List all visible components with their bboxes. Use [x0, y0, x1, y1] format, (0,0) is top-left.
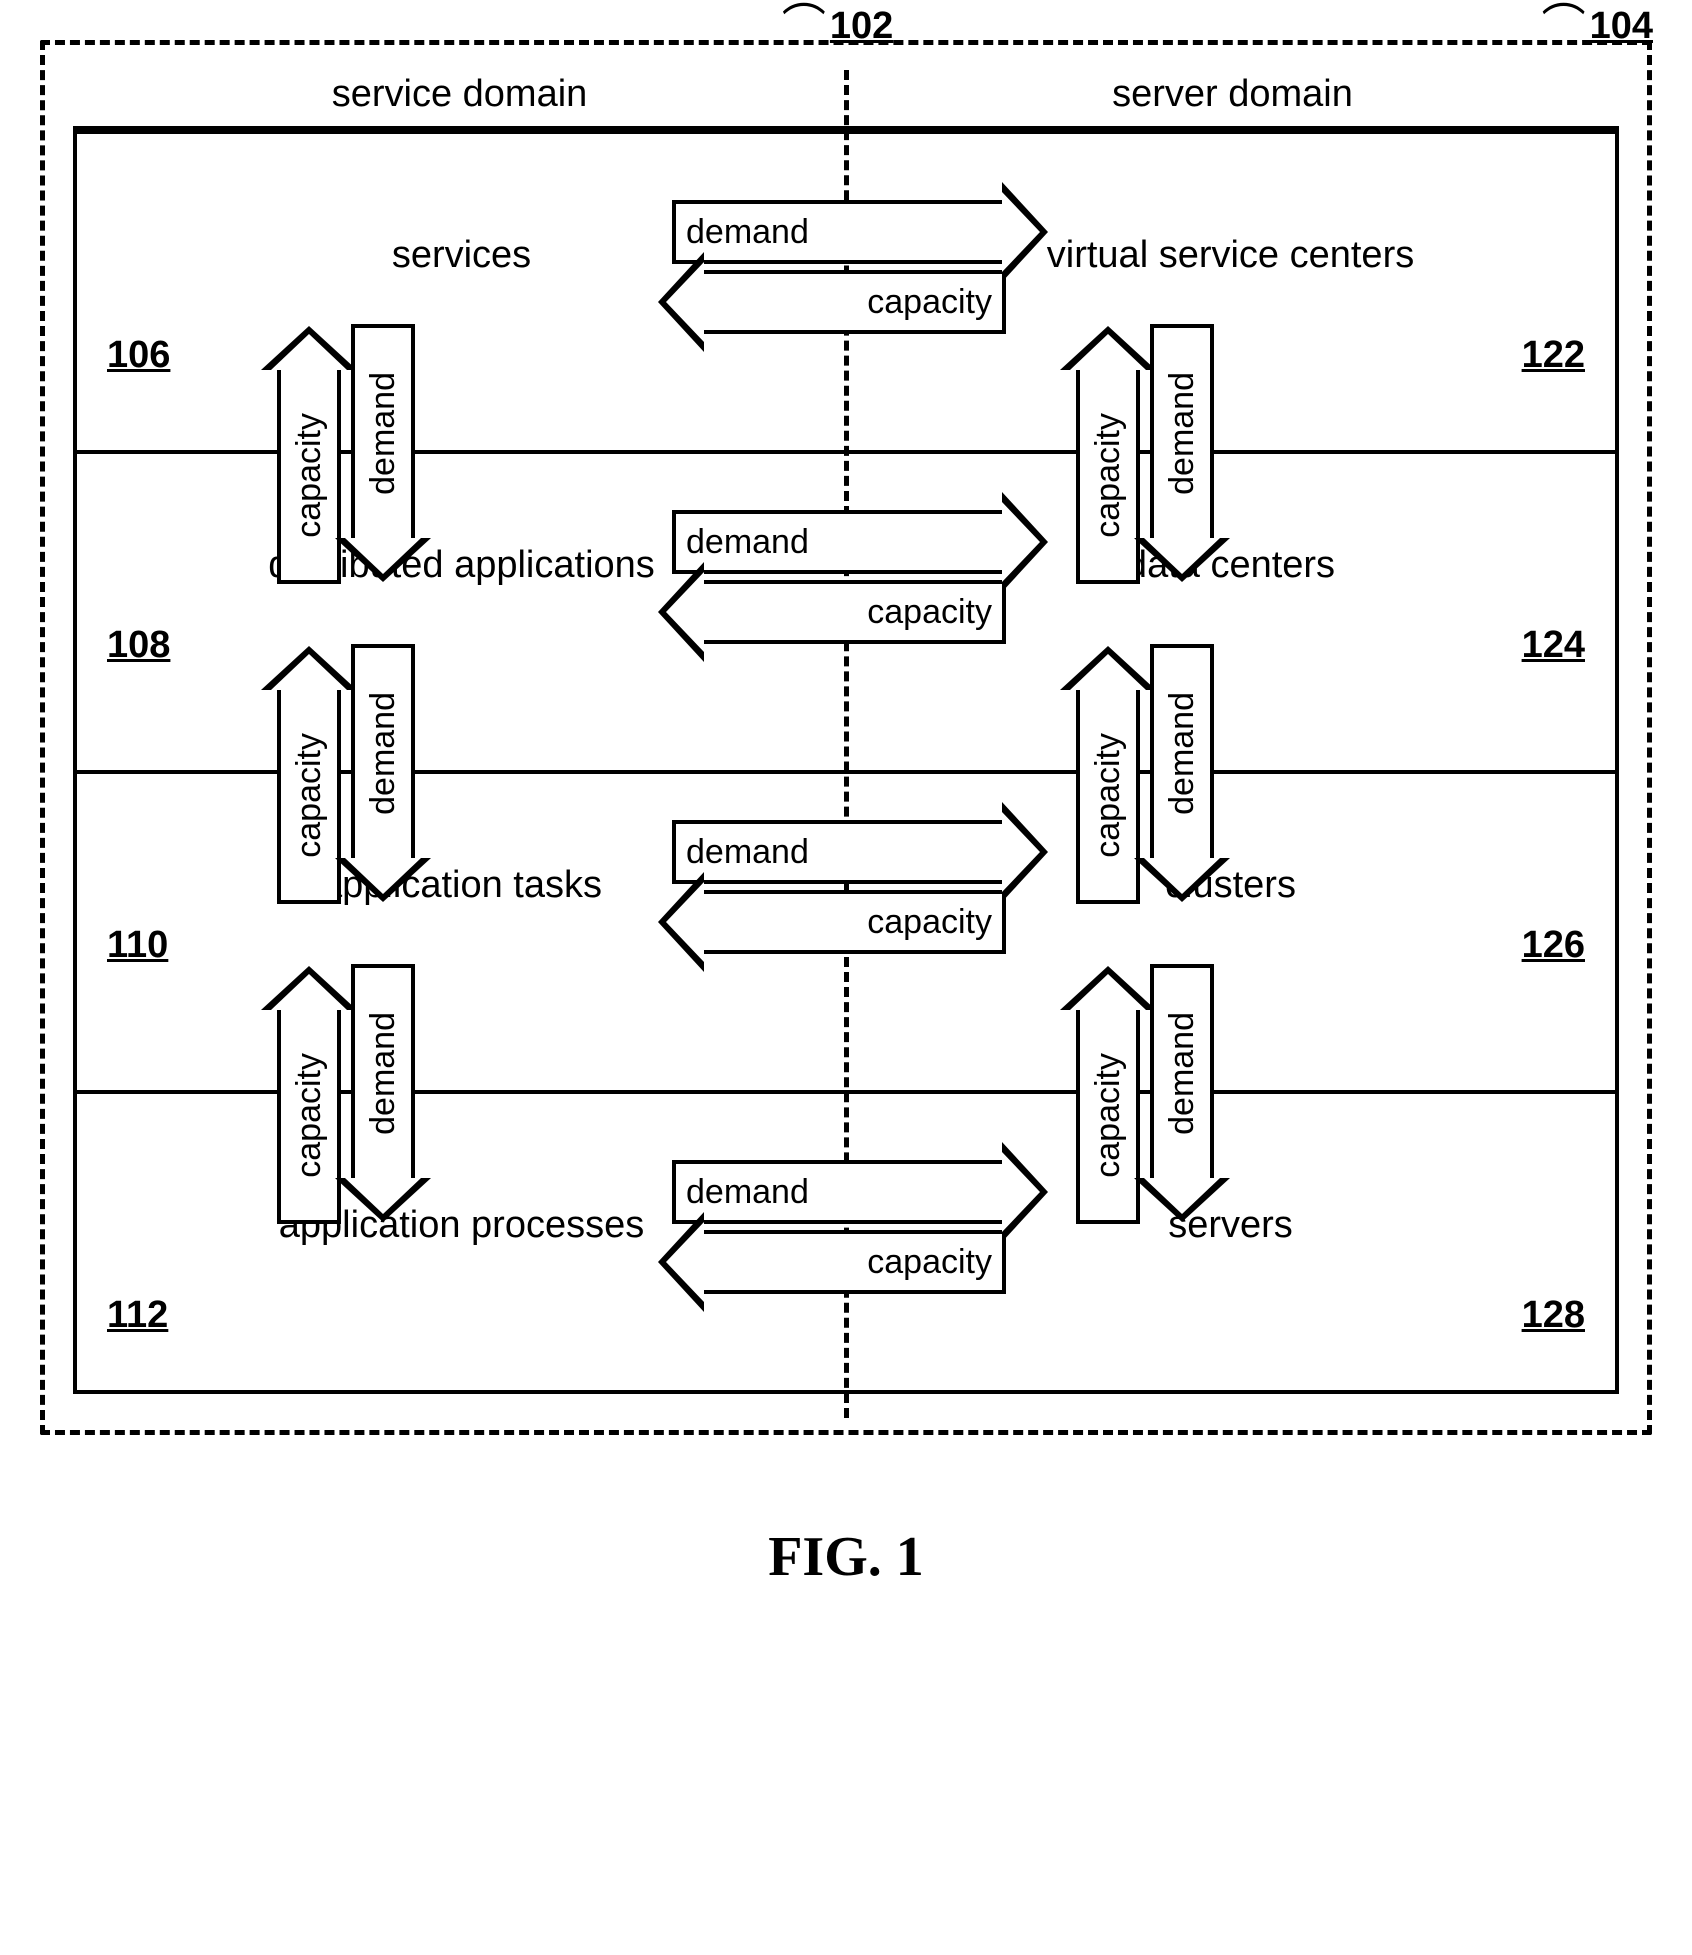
demand-down-l1: demand	[351, 324, 415, 542]
harrows-1: demand capacity	[686, 194, 1006, 340]
demand-down-r1: demand	[1150, 324, 1214, 542]
capacity-up-l1: capacity	[277, 366, 341, 584]
label-services: services	[392, 234, 531, 277]
layer-grid: services 106 virtual service centers 122…	[73, 126, 1619, 1394]
demand-arrow-2: demand	[672, 510, 1006, 574]
vpair-right-2: capacity demand	[1076, 644, 1276, 904]
ref-124: 124	[1522, 624, 1585, 667]
capacity-arrow-3: capacity	[700, 890, 1006, 954]
capacity-arrow-4: capacity	[700, 1230, 1006, 1294]
capacity-arrow-2: capacity	[700, 580, 1006, 644]
vpair-left-1: capacity demand	[277, 324, 477, 584]
figure-caption: FIG. 1	[40, 1525, 1652, 1589]
capacity-up-r2: capacity	[1076, 686, 1140, 904]
label-vsc: virtual service centers	[1047, 234, 1414, 277]
ref-128: 128	[1522, 1294, 1585, 1337]
demand-down-r2: demand	[1150, 644, 1214, 862]
harrows-2: demand capacity	[686, 504, 1006, 650]
service-domain-title: service domain	[73, 73, 846, 116]
demand-arrow-1: demand	[672, 200, 1006, 264]
vpair-left-2: capacity demand	[277, 644, 477, 904]
capacity-up-r3: capacity	[1076, 1006, 1140, 1224]
ref-104: ⌒104	[1542, 0, 1653, 53]
vpair-left-3: capacity demand	[277, 964, 477, 1224]
demand-down-l2: demand	[351, 644, 415, 862]
harrows-3: demand capacity	[686, 814, 1006, 960]
vpair-right-1: capacity demand	[1076, 324, 1276, 584]
figure-1: ⌒102 ⌒104 service domain server domain s…	[40, 40, 1652, 1589]
vpair-right-3: capacity demand	[1076, 964, 1276, 1224]
demand-down-r3: demand	[1150, 964, 1214, 1182]
ref-108: 108	[107, 624, 170, 667]
ref-126: 126	[1522, 924, 1585, 967]
harrows-4: demand capacity	[686, 1154, 1006, 1300]
capacity-up-l3: capacity	[277, 1006, 341, 1224]
ref-102: ⌒102	[782, 0, 893, 53]
capacity-arrow-1: capacity	[700, 270, 1006, 334]
demand-arrow-3: demand	[672, 820, 1006, 884]
ref-110: 110	[107, 924, 168, 967]
ref-112: 112	[107, 1294, 168, 1337]
diagram-outer-dashed-box: ⌒102 ⌒104 service domain server domain s…	[40, 40, 1652, 1435]
ref-122: 122	[1522, 334, 1585, 377]
ref-106: 106	[107, 334, 170, 377]
capacity-up-r1: capacity	[1076, 366, 1140, 584]
demand-down-l3: demand	[351, 964, 415, 1182]
capacity-up-l2: capacity	[277, 686, 341, 904]
server-domain-title: server domain	[846, 73, 1619, 116]
demand-arrow-4: demand	[672, 1160, 1006, 1224]
